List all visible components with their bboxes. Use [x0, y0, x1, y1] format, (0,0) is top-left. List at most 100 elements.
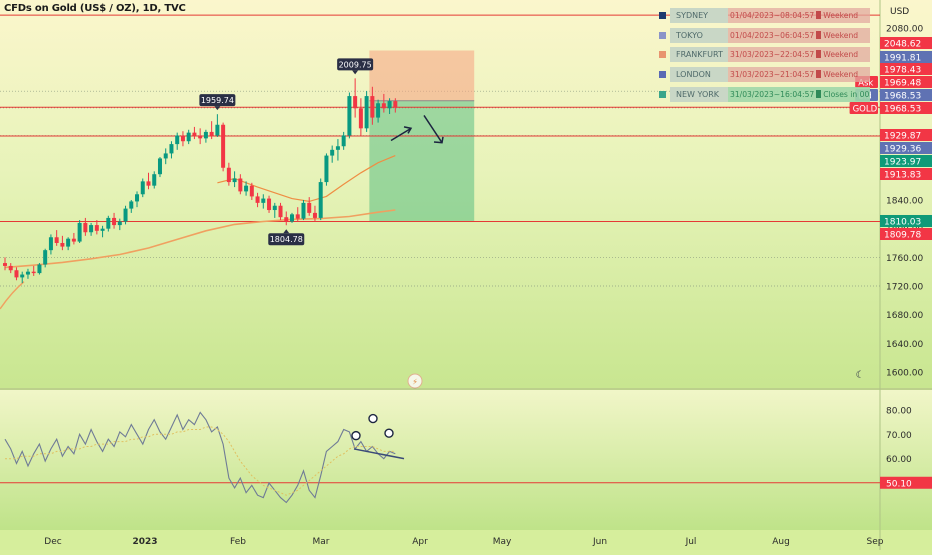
session-color-swatch [659, 12, 666, 19]
candle-body [89, 225, 94, 233]
candle-body [295, 214, 300, 219]
price-axis-label-bg [880, 228, 932, 240]
x-tick-label: Dec [44, 537, 61, 547]
candle-body [209, 131, 214, 136]
price-annotation-label: 2009.75 [339, 60, 372, 69]
price-axis-label-bg [880, 142, 932, 154]
candle-body [249, 185, 254, 197]
candle-body [324, 155, 329, 183]
time-axis-bg [0, 530, 932, 550]
price-axis-label-bg [880, 76, 932, 88]
price-annotation-label: 1959.74 [201, 96, 234, 105]
candle-body [54, 237, 59, 243]
session-status: Closes in 00:55 [823, 89, 870, 99]
price-axis-label-bg [880, 215, 932, 227]
candle-body [169, 144, 174, 154]
session-name: SYDNEY [670, 8, 728, 23]
candle-body [261, 198, 266, 203]
price-annotation-pointer [283, 229, 290, 234]
rsi-pattern-marker [384, 428, 394, 438]
session-name: LONDON [670, 67, 728, 83]
session-status-icon [816, 50, 822, 59]
session-time-info: 31/03/2023~21:04:57 Weekend [728, 67, 870, 83]
candle-body [112, 217, 117, 226]
candle-body [186, 132, 191, 142]
session-name: FRANKFURT [670, 47, 728, 63]
candle-body [267, 198, 272, 211]
price-axis-label-bg [880, 51, 932, 63]
candle-body [66, 238, 71, 247]
candle-body [180, 135, 185, 142]
session-row: FRANKFURT 31/03/2023~22:04:57 Weekend [656, 46, 870, 66]
y-tick-label: 2080.00 [886, 25, 923, 35]
candle-body [272, 205, 277, 211]
candle-body [221, 124, 226, 168]
candle-body [335, 146, 340, 150]
trading-sessions-panel: SYDNEY 01/04/2023~08:04:57 Weekend TOKYO 01/… [656, 7, 870, 106]
rsi-signal-line [5, 426, 396, 496]
candle-body [8, 265, 13, 271]
candle-body [330, 149, 335, 156]
lightning-icon: ⚡ [412, 378, 418, 387]
candle-body [341, 135, 346, 147]
candle-body [175, 135, 180, 145]
price-annotation-pointer [352, 70, 359, 75]
arrow-up-line [390, 127, 412, 142]
arrow-down-line [423, 115, 443, 144]
price-tag-label: Ask [858, 79, 873, 89]
candle-body [318, 182, 323, 218]
price-annotation-box [337, 58, 374, 71]
price-axis-label: 1978.43 [884, 66, 921, 76]
rsi-trendline [353, 448, 405, 460]
rsi-level-label: 50.10 [886, 479, 912, 489]
candle-body [255, 196, 260, 203]
currency-label: USD [890, 7, 909, 17]
price-axis-label: 1929.36 [884, 145, 921, 155]
candle-body [376, 103, 381, 118]
candle-body [31, 271, 36, 274]
session-time-info: 31/03/2023~22:04:57 Weekend [728, 47, 870, 63]
candle-body [312, 212, 317, 218]
candle-body [20, 274, 25, 278]
session-status: Weekend [823, 70, 859, 80]
session-time-info: 01/04/2023~08:04:57 Weekend [728, 8, 870, 23]
candle-body [146, 181, 151, 186]
alert-button-icon [407, 373, 423, 389]
session-status-icon [816, 89, 822, 98]
rsi-y-tick-label: 80.00 [886, 407, 912, 417]
price-tag-label: GOLD [853, 105, 878, 115]
candle-body [284, 217, 289, 222]
candle-body [117, 221, 122, 226]
price-axis-label: 1809.78 [884, 231, 921, 241]
candle-body [203, 131, 208, 139]
candle-body [77, 222, 82, 242]
x-tick-label: Aug [772, 537, 790, 547]
session-status-icon [816, 11, 822, 19]
price-axis-label-bg [880, 168, 932, 180]
chart-title: CFDs on Gold (US$ / OZ), 1D, TVC [4, 3, 186, 14]
x-tick-label: Jun [592, 537, 607, 547]
ema-slow-line [4, 209, 396, 269]
candle-body [37, 264, 42, 274]
candle-body [370, 96, 375, 118]
candle-body [238, 178, 243, 192]
candle-body [163, 153, 168, 159]
candle-body [198, 135, 203, 139]
y-tick-label: 1600.00 [886, 369, 923, 379]
session-name: NEW YORK [670, 86, 728, 102]
candle-body [232, 178, 237, 183]
price-tag-bg [849, 102, 878, 114]
x-tick-label: May [493, 537, 512, 547]
candle-body [140, 181, 145, 195]
candle-body [60, 243, 65, 247]
candle-body [278, 205, 283, 218]
candle-body [244, 185, 249, 192]
rsi-y-tick-label: 60.00 [886, 455, 912, 465]
moon-icon: ☾ [856, 370, 865, 381]
candle-body [364, 96, 369, 129]
candle-body [3, 263, 7, 266]
price-axis-label: 2048.62 [884, 40, 921, 50]
